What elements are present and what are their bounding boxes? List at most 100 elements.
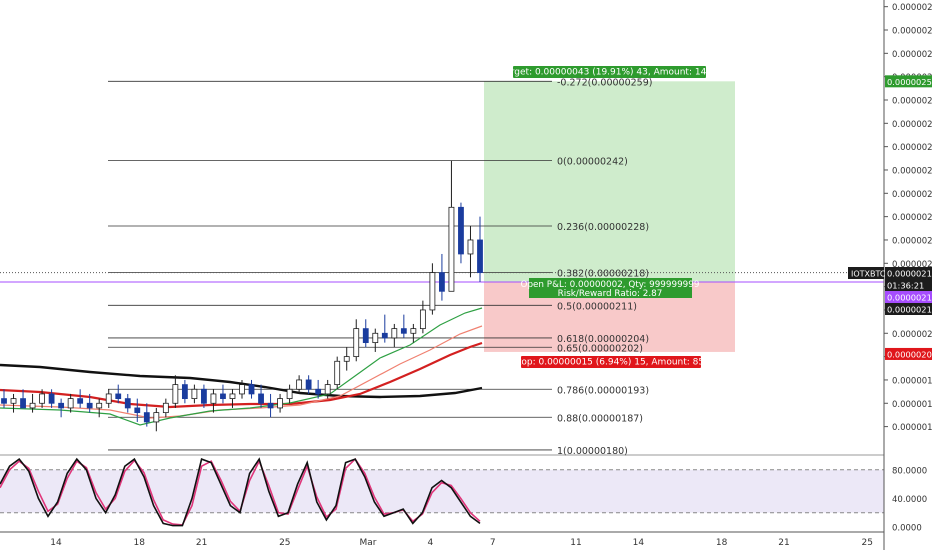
price-tick-label: 0.00000250 (892, 120, 932, 130)
price-tick-label: 0.00000195 (892, 376, 932, 386)
stop-label: Stop: 0.00000015 (6.94%) 15, Amount: 850 (512, 358, 710, 368)
candle-body (334, 360, 341, 386)
candle-body (267, 402, 274, 409)
price-tick-label: 0.00000225 (892, 236, 932, 246)
candle-body (124, 398, 131, 409)
candle-body (39, 393, 45, 404)
price-tick-label: 0.00000230 (892, 213, 932, 223)
candle-body (220, 393, 226, 400)
candle-body (410, 328, 417, 334)
candle-body (77, 398, 84, 404)
candle-body (429, 272, 436, 311)
candle-body (191, 388, 198, 400)
price-tick-label: 0.00000190 (892, 400, 932, 410)
stochastic-tick-label: 80.0000 (892, 466, 927, 476)
candle-body (439, 272, 445, 292)
stochastic-layer (0, 457, 481, 527)
time-tick-label: 7 (490, 538, 496, 548)
candle-body (324, 384, 331, 395)
candle-body (105, 393, 112, 404)
time-tick-label: 14 (633, 538, 645, 548)
candle-body (115, 393, 122, 400)
candle-body (286, 388, 293, 400)
candle-body (372, 332, 379, 344)
candle-body (143, 412, 150, 423)
candle-body (210, 393, 217, 404)
time-tick-label: 4 (428, 538, 434, 548)
time-tick-label: 25 (279, 538, 290, 548)
candle-body (58, 402, 65, 409)
candle-body (134, 407, 141, 414)
target-label: Target: 0.00000043 (19.91%) 43, Amount: … (500, 68, 718, 78)
stochastic-band-layer (0, 454, 884, 514)
candle-body (419, 309, 426, 330)
fib-label-0.786: 0.786(0.00000193) (557, 385, 649, 396)
candle-body (343, 356, 350, 362)
price-tick-label: 0.00000270 (892, 26, 932, 36)
entry-line-tag-box (885, 303, 932, 315)
candle-body (86, 402, 93, 409)
target-price-tag-box (885, 75, 932, 88)
candle-body (248, 384, 255, 395)
candle-body (229, 393, 236, 400)
fib-label--0.272: -0.272(0.00000259) (557, 77, 652, 88)
time-tick-label: 18 (133, 538, 145, 548)
price-tick-label: 0.00000185 (892, 423, 932, 433)
candle-body (458, 206, 464, 255)
price-tick-label: 0.00000240 (892, 166, 932, 176)
price-tick-label: 0.00000235 (892, 190, 932, 200)
price-tick-label: 0.00000275 (892, 3, 932, 13)
target-zone (484, 81, 735, 282)
candles-layer (1, 160, 483, 432)
open-pnl-label: Open P&L: 0.00000002, Qty: 999999999 (521, 280, 700, 290)
candle-body (305, 379, 312, 390)
fib-label-0.618: 0.618(0.00000204) (557, 334, 649, 345)
candle-body (296, 379, 303, 390)
stochastic-k-line (0, 457, 481, 527)
countdown-tag: 01:36:21 (887, 281, 924, 291)
entry-price-tag: 0.00000216 (887, 293, 932, 303)
candle-body (477, 239, 483, 274)
candle-body (181, 384, 188, 400)
candle-body (391, 328, 398, 339)
stochastic-band (0, 469, 884, 513)
candle-body (96, 402, 103, 409)
candle-body (153, 412, 160, 423)
time-tick-label: 21 (196, 538, 207, 548)
candle-body (315, 388, 322, 395)
entry-line-tag: 0.00000216 (887, 305, 932, 315)
candle-body (48, 393, 55, 404)
candle-body (400, 328, 407, 334)
candle-body (381, 332, 388, 339)
stop-price-tag-box (885, 347, 932, 360)
entry-price-tag-box (885, 291, 932, 303)
candle-body (362, 328, 369, 344)
time-tick-label: 18 (716, 538, 728, 548)
target-price-tag: 0.00000259 (887, 77, 932, 87)
price-tick-label: 0.00000220 (892, 260, 932, 270)
stochastic-tick-label: 0.0000 (892, 524, 922, 534)
open-pnl-box (529, 278, 692, 298)
candle-body (10, 398, 17, 404)
last-price-tag: 0.00000218 (887, 269, 932, 279)
time-tick-label: 25 (861, 538, 872, 548)
candle-body (20, 398, 26, 409)
fib-label-0: 0(0.00000242) (557, 157, 628, 168)
price-tick-label: 0.00000245 (892, 143, 932, 153)
candle-body (467, 239, 474, 255)
symbol-tag: IOTXBTC (851, 270, 886, 279)
candle-body (201, 388, 207, 404)
candle-body (239, 384, 245, 395)
time-tick-label: 21 (778, 538, 789, 548)
stochastic-tick-label: 40.0000 (892, 495, 927, 505)
candle-body (353, 328, 360, 358)
time-axis-layer: 14 18 21 25 Mar 4 7 11 14 18 21 25 (0, 531, 884, 548)
price-tick-label: 0.00000255 (892, 96, 932, 106)
candle-body (172, 384, 179, 404)
risk-reward-label: Risk/Reward Ratio: 2.87 (558, 289, 663, 299)
candle-body (258, 393, 264, 404)
position-labels-layer: Target: 0.00000043 (19.91%) 43, Amount: … (500, 66, 718, 368)
last-price-tag-box (885, 267, 932, 279)
